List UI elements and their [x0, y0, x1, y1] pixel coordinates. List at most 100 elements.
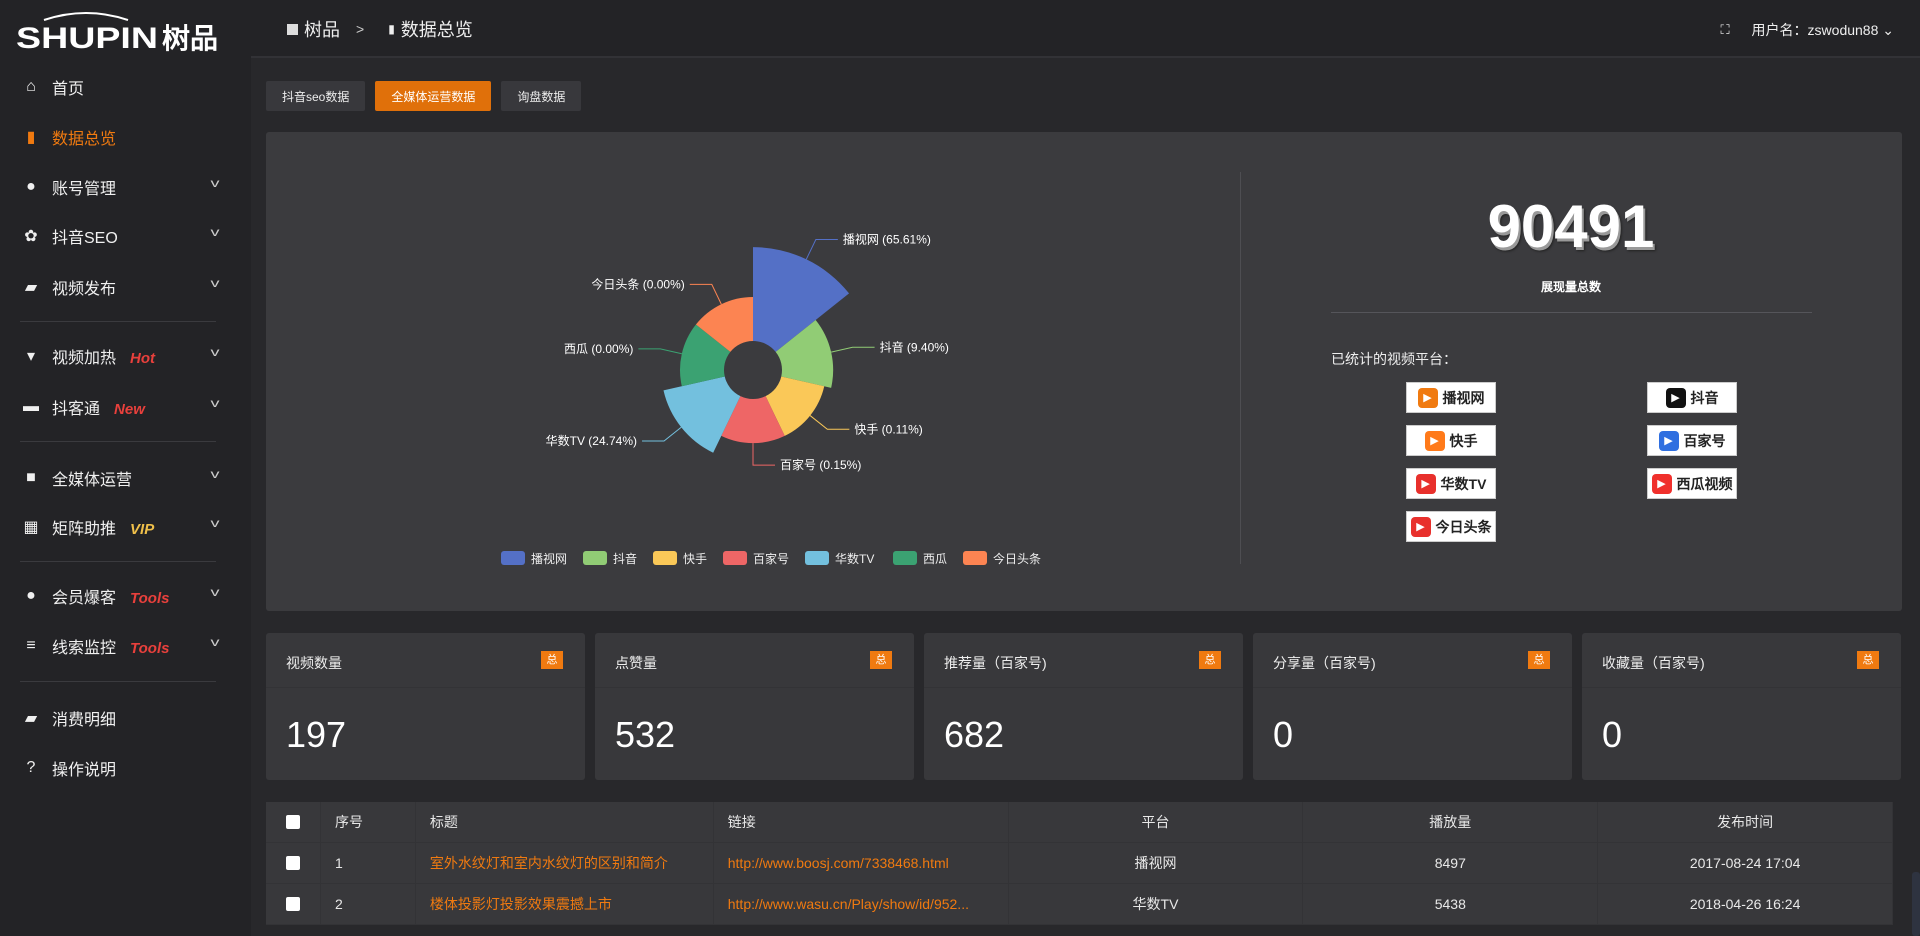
legend-swatch[interactable] — [501, 551, 525, 565]
legend-label[interactable]: 今日头条 — [993, 551, 1041, 566]
legend-label[interactable]: 百家号 — [753, 551, 789, 566]
cell-url-link[interactable]: http://www.boosj.com/7338468.html — [714, 843, 1009, 883]
member-icon: ● — [26, 587, 36, 604]
stat-value: 197 — [286, 714, 347, 755]
cell-url-link[interactable]: http://www.wasu.cn/Play/show/id/952... — [714, 884, 1009, 924]
pie-leader-line — [689, 283, 722, 305]
cell-plays: 8497 — [1303, 843, 1599, 883]
pie-sector[interactable] — [680, 324, 731, 387]
pie-sector[interactable] — [753, 247, 850, 352]
logo: SHUPIN 树品 — [16, 12, 218, 52]
legend-label[interactable]: 抖音 — [613, 551, 637, 566]
sidebar-item[interactable]: ▰ 消费明细 — [0, 696, 251, 740]
tab-douyin-seo[interactable]: 抖音seo数据 — [266, 81, 366, 111]
sidebar-tag: Tools — [130, 590, 170, 607]
legend-swatch[interactable] — [805, 551, 829, 565]
sidebar-item-label: 首页 — [52, 81, 85, 98]
platform-icon: ▶ — [1417, 387, 1438, 408]
legend-swatch[interactable] — [963, 551, 987, 565]
sidebar-item[interactable]: ⌂ 首页 — [0, 65, 251, 109]
pie-sector[interactable] — [775, 320, 834, 388]
sidebar-item[interactable]: ▬ 抖客通 New v — [0, 385, 251, 429]
tab-all-media[interactable]: 全媒体运营数据 — [375, 81, 492, 111]
sidebar-item[interactable]: ● 会员爆客 Tools v — [0, 574, 251, 618]
pie-sector[interactable] — [721, 396, 785, 444]
stat-title: 分享量（百家号) — [1273, 655, 1376, 671]
legend-label[interactable]: 西瓜 — [923, 552, 947, 566]
chevron-down-icon: v — [210, 396, 220, 410]
total-badge: 总 — [541, 651, 563, 669]
platform-logo: ▶ 快手 — [1406, 425, 1496, 456]
stat-card: 分享量（百家号) 总 0 — [1253, 633, 1572, 780]
sidebar-item[interactable]: ▮ 数据总览 — [0, 115, 251, 159]
video-camera-icon: ▰ — [24, 279, 38, 296]
sidebar-tag: Hot — [130, 350, 156, 367]
pie-leader-line — [638, 348, 682, 355]
scroll-widget[interactable] — [1912, 872, 1920, 936]
stat-card: 推荐量（百家号) 总 682 — [924, 633, 1243, 780]
chat-icon: ▬ — [23, 398, 39, 415]
pie-sector[interactable] — [695, 297, 753, 352]
stat-title: 收藏量（百家号) — [1602, 655, 1705, 671]
stat-value: 682 — [944, 714, 1005, 755]
breadcrumb-root[interactable]: 树品 — [304, 20, 340, 40]
stat-title: 视频数量 — [286, 655, 342, 671]
platform-logo: ▶ 西瓜视频 — [1647, 468, 1737, 499]
sidebar-item-label: 账号管理 — [52, 181, 117, 198]
pie-leader-line — [809, 415, 850, 430]
sliders-icon: ≡ — [26, 637, 36, 654]
data-tabs: 抖音seo数据 全媒体运营数据 询盘数据 — [266, 81, 582, 111]
platforms-title: 已统计的视频平台： — [1331, 351, 1457, 367]
video-table: 序号 标题 链接 平台 播放量 发布时间 1 室外水纹灯和室内水纹灯的区别和简介… — [266, 802, 1894, 925]
sidebar-tag: VIP — [130, 521, 155, 538]
tab-inquiry[interactable]: 询盘数据 — [501, 81, 582, 111]
stat-cards: 视频数量总 197 点赞量总 532 推荐量（百家号) 总 682 分享量（百家号) 总 0 收藏量… — [266, 633, 1901, 780]
pie-sector[interactable] — [663, 376, 741, 453]
pie-sector[interactable] — [765, 376, 825, 436]
sidebar-item[interactable]: ■ 全媒体运营 v — [0, 456, 251, 500]
platform-icon: ▶ — [1424, 430, 1445, 451]
legend-swatch[interactable] — [893, 551, 917, 565]
legend-swatch[interactable] — [583, 551, 607, 565]
legend-swatch[interactable] — [723, 551, 747, 565]
sidebar-item-label: 矩阵助推 VIP — [52, 521, 155, 538]
sidebar-item[interactable]: ▦ 矩阵助推 VIP v — [0, 505, 251, 549]
legend-label[interactable]: 播视网 — [531, 551, 567, 566]
sidebar-item-label: 消费明细 — [52, 712, 117, 729]
pie-leader-line — [752, 443, 775, 466]
sidebar-item[interactable]: ● 账号管理 v — [0, 165, 251, 209]
user-menu[interactable]: 用户名：zswodun88 ⌄ — [1752, 20, 1894, 40]
col-header: 序号 — [321, 802, 416, 842]
sidebar-item[interactable]: ✿ 抖音SEO v — [0, 214, 251, 258]
table-header: 序号 标题 链接 平台 播放量 发布时间 — [266, 802, 1894, 843]
row-checkbox[interactable] — [285, 897, 300, 911]
row-checkbox[interactable] — [285, 856, 300, 870]
fullscreen-icon[interactable]: ⛶ — [1720, 22, 1730, 37]
sidebar-item-label: 操作说明 — [52, 762, 117, 779]
platform-icon: ▶ — [1410, 516, 1431, 537]
rose-pie-chart: 播视网 (65.61%) 抖音 (9.40%) 快手 (0.11%) 百家号 (0.1… — [501, 231, 1041, 566]
chevron-down-icon: ⌄ — [1882, 22, 1894, 38]
sidebar-tag: Tools — [130, 640, 170, 657]
cell-title-link[interactable]: 室外水纹灯和室内水纹灯的区别和简介 — [416, 843, 714, 883]
select-all-checkbox[interactable] — [285, 815, 300, 829]
sidebar-item[interactable]: ▰ 视频发布 v — [0, 265, 251, 309]
stat-card: 点赞量 总 532 — [595, 633, 914, 780]
legend-label[interactable]: 快手 — [683, 552, 707, 566]
legend-swatch[interactable] — [653, 551, 677, 565]
sidebar-item[interactable]: ▾ 视频加热 Hot v — [0, 334, 251, 378]
platform-logo: ▶ 百家号 — [1647, 425, 1737, 456]
legend-label[interactable]: 华数TV — [835, 551, 874, 566]
chevron-down-icon: v — [210, 276, 220, 290]
svg-text:树品: 树品 — [162, 22, 218, 52]
cell-title-link[interactable]: 楼体投影灯投影效果震撼上市 — [416, 884, 714, 924]
cell-date: 2017-08-24 17:04 — [1598, 843, 1894, 883]
username: 用户名：zswodun88 — [1751, 22, 1879, 38]
sidebar-divider — [20, 561, 216, 562]
platform-logo: ▶ 播视网 — [1406, 382, 1496, 413]
total-badge: 总 — [1857, 651, 1879, 669]
stat-value: 0 — [1602, 714, 1623, 755]
col-header: 平台 — [1009, 802, 1304, 842]
sidebar-item[interactable]: ≡ 线索监控 Tools v — [0, 624, 251, 668]
sidebar-item[interactable]: ? 操作说明 — [0, 746, 251, 790]
